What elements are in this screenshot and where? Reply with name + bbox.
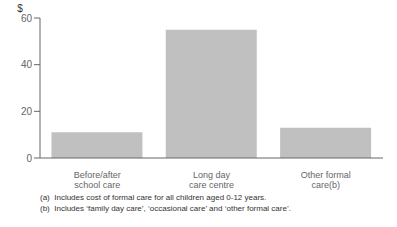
svg-text:0: 0: [26, 153, 32, 164]
svg-text:$: $: [17, 3, 23, 14]
svg-text:Before/afterschool care: Before/afterschool care: [74, 170, 121, 190]
svg-text:40: 40: [21, 59, 33, 70]
html-text:(a) Includes cost of formal ca: (a) Includes cost of formal care for all…: [40, 193, 267, 202]
svg-text:60: 60: [21, 13, 33, 24]
svg-text:20: 20: [21, 106, 33, 117]
html-text:(b) Includes ‘family day care’: (b) Includes ‘family day care’, ‘occasio…: [40, 204, 291, 213]
svg-text:Other formalcare(b): Other formalcare(b): [301, 170, 351, 190]
svg-text:Long daycare centre: Long daycare centre: [189, 170, 234, 190]
